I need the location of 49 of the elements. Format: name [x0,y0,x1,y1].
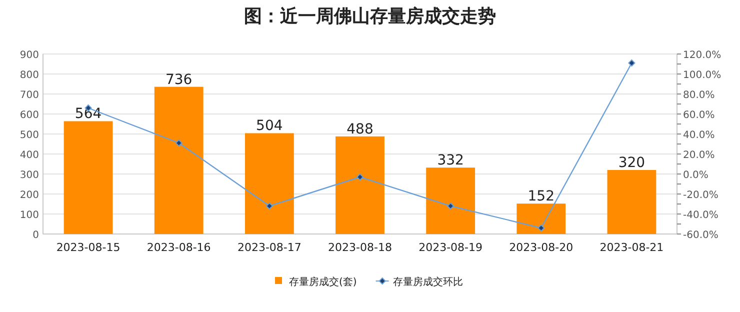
data-label: 332 [437,152,464,169]
point [628,60,636,66]
y-tick-label: 400 [20,150,39,161]
bar [336,136,384,234]
y-tick-label: 700 [20,90,39,101]
y2-tick-label: -60.0% [683,230,718,241]
bar [516,204,566,234]
bar [426,168,476,234]
y-tick-label: 0 [32,230,39,241]
data-label: 320 [618,155,646,171]
legend-label: 存量房成交(套) [289,276,357,288]
point [266,202,273,210]
x-tick-label: 2023-08-19 [418,241,483,254]
data-label: 504 [256,118,283,134]
x-tick-label: 2023-08-17 [237,241,302,254]
data-label: 152 [528,188,555,205]
point [538,224,545,232]
y-tick-label: 600 [20,110,39,121]
chart-title: 图：近一周佛山存量房成交走势 [244,6,496,27]
y2-tick-label: -40.0% [683,210,718,221]
y2-tick-label: 80.0% [683,90,715,101]
y-tick-label: 200 [20,190,39,201]
y-tick-label: 900 [20,50,39,61]
y2-tick-label: 100.0% [683,70,722,81]
point [175,140,182,146]
y2-tick-label: 0.0% [683,170,708,181]
y2-tick-label: 60.0% [683,110,715,121]
y2-tick-label: 20.0% [683,150,715,161]
y-tick-label: 800 [20,70,39,81]
x-tick-label: 2023-08-20 [509,241,574,254]
x-tick-label: 2023-08-21 [600,241,664,254]
bar [64,121,113,234]
x-tick-label: 2023-08-15 [56,241,120,254]
y2-tick-label: -20.0% [683,190,718,201]
y-tick-label: 500 [20,130,39,141]
bar [244,133,294,234]
bar [154,86,204,234]
y-tick-label: 100 [20,210,39,221]
y-tick-label: 300 [20,170,39,181]
point [356,174,364,180]
bar [607,170,656,234]
data-label: 488 [346,121,374,138]
data-label: 736 [165,72,192,88]
y2-tick-label: 120.0% [683,50,722,61]
x-tick-label: 2023-08-18 [328,241,392,254]
legend-label: 存量房成交环比 [392,276,463,288]
x-tick-label: 2023-08-16 [146,241,211,254]
point [447,202,454,210]
y2-tick-label: 40.0% [683,130,715,141]
